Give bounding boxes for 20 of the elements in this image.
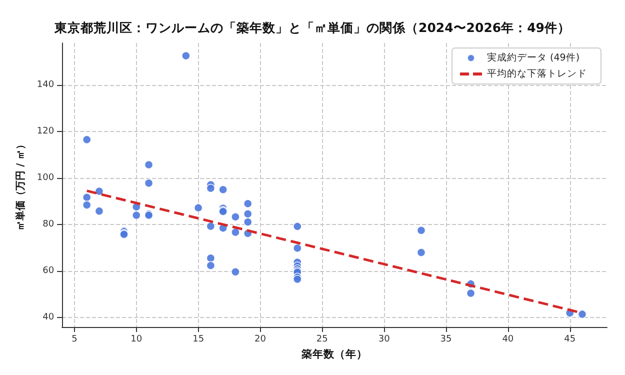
chart-title: 東京都荒川区：ワンルームの「築年数」と「㎡単価」の関係（2024〜2026年：49件） [54,20,570,35]
y-tick-label: 40 [42,312,54,323]
legend-label: 実成約データ (49件) [487,52,580,64]
x-tick-label: 10 [130,334,142,344]
x-tick-label: 30 [378,334,390,344]
y-tick-label: 140 [36,80,54,90]
y-tick-label: 100 [36,173,54,184]
x-tick-label: 5 [72,334,78,344]
x-tick-label: 40 [502,334,514,344]
legend-label: 平均的な下落トレンド [487,68,587,80]
x-tick-label: 15 [192,334,204,344]
y-axis-title: ㎡単価（万円 / ㎡） [14,140,26,230]
x-tick-label: 45 [564,334,576,344]
x-axis-title: 築年数（年） [300,348,368,360]
x-tick-label: 20 [254,334,266,344]
x-tick-label: 25 [316,334,328,344]
y-tick-label: 80 [42,220,54,230]
y-tick-label: 120 [36,126,54,136]
y-tick-label: 60 [42,266,54,276]
x-tick-label: 35 [440,334,452,344]
